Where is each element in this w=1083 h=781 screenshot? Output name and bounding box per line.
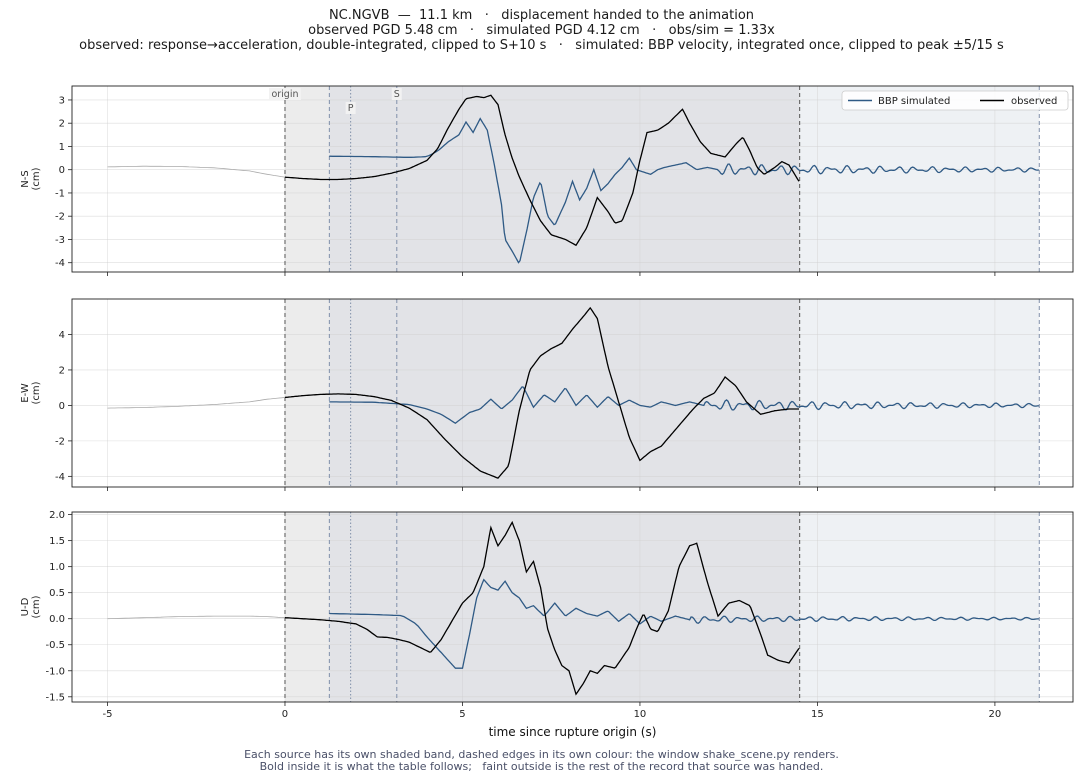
y-tick-label: 4 [59, 330, 65, 341]
y-axis-label: U-D [20, 597, 31, 616]
observed-series [284, 306, 799, 479]
y-tick-label: -3 [55, 235, 65, 246]
simulated-window-band [799, 299, 1040, 487]
observed-window-band [329, 299, 800, 487]
y-axis-label: (cm) [31, 167, 42, 190]
panel-frame [71, 298, 1074, 488]
y-tick-label: 2.0 [49, 510, 65, 521]
y-axis-label: E-W [20, 383, 31, 403]
y-tick-label: -4 [55, 258, 65, 269]
x-tick-label: 20 [989, 709, 1002, 720]
caption-line-1: Each source has its own shaded band, das… [244, 748, 839, 761]
p-label-bg [345, 102, 356, 114]
x-tick-label: 0 [282, 709, 288, 720]
y-tick-label: -1.5 [45, 692, 65, 703]
panel-3: -1.5 -1.0 -0.5 0.0 0.5 1.0 1.5 2.0 U-D (cm) -5 0 5 10… [20, 510, 1074, 739]
pre-band [284, 512, 330, 702]
simulated-series [329, 578, 1039, 669]
x-axis-label: time since rupture origin (s) [489, 725, 657, 739]
title-line-3: observed: response→acceleration, double-… [79, 38, 1004, 53]
origin-label-bg [268, 88, 301, 100]
observed-faint-series [107, 615, 286, 620]
legend-box [841, 90, 1069, 111]
simulated-window-band [799, 512, 1040, 702]
s-label-bg [391, 88, 402, 100]
title-line-2: observed PGD 5.48 cm · simulated PGD 4.1… [308, 23, 775, 38]
observed-faint-series [107, 165, 286, 178]
observed-faint-series [107, 397, 286, 409]
caption-line-2: Bold inside it is what the table follows… [259, 760, 824, 773]
y-tick-label: -2 [55, 212, 65, 223]
panel-frame [71, 511, 1074, 703]
y-tick-label: -1 [55, 188, 65, 199]
panel-frame [71, 85, 1074, 273]
origin-marker-label: origin [271, 89, 298, 100]
legend-observed-label: observed [1011, 96, 1057, 107]
p-marker-label: P [348, 103, 354, 114]
x-tick-label: 15 [811, 709, 824, 720]
x-tick-label: 5 [459, 709, 465, 720]
legend: BBP simulated observed [841, 90, 1069, 111]
y-tick-label: 0 [59, 401, 65, 412]
y-axis-label: N-S [20, 170, 31, 187]
panel-2: -4 -2 0 2 4 E-W (cm) [20, 298, 1074, 491]
panel-1: -4 -3 -2 -1 0 1 2 3 N-S (cm) origin P S BBP simulated… [20, 85, 1074, 276]
observed-window-band [329, 512, 800, 702]
y-tick-label: 3 [59, 95, 65, 106]
x-tick-label: -5 [103, 709, 113, 720]
y-tick-label: 1.0 [49, 562, 65, 573]
y-tick-label: 2 [59, 119, 65, 130]
title-line-1: NC.NGVB — 11.1 km · displacement handed … [328, 8, 755, 23]
simulated-window-band [799, 86, 1040, 272]
s-marker-label: S [394, 89, 400, 100]
pre-band [284, 299, 330, 487]
simulated-series [329, 117, 1039, 264]
observed-series [284, 520, 800, 696]
legend-simulated-label: BBP simulated [878, 96, 950, 107]
observed-series [284, 94, 800, 247]
plot-area [72, 512, 1073, 702]
y-tick-label: 1 [59, 142, 65, 153]
observed-window-band [329, 86, 800, 272]
y-tick-label: 0.5 [49, 588, 65, 599]
y-tick-label: 0 [59, 165, 65, 176]
x-tick-label: 10 [634, 709, 647, 720]
y-tick-label: 2 [59, 365, 65, 376]
y-tick-label: 1.5 [49, 536, 65, 547]
y-axis-label: (cm) [31, 381, 42, 404]
y-tick-label: -4 [55, 472, 65, 483]
y-axis-label: (cm) [31, 595, 42, 618]
y-tick-label: -0.5 [45, 640, 65, 651]
y-tick-label: 0.0 [49, 614, 65, 625]
plot-area [72, 299, 1073, 487]
y-tick-label: -1.0 [45, 666, 65, 677]
plot-area [72, 86, 1073, 272]
simulated-series [329, 386, 1039, 424]
y-tick-label: -2 [55, 436, 65, 447]
